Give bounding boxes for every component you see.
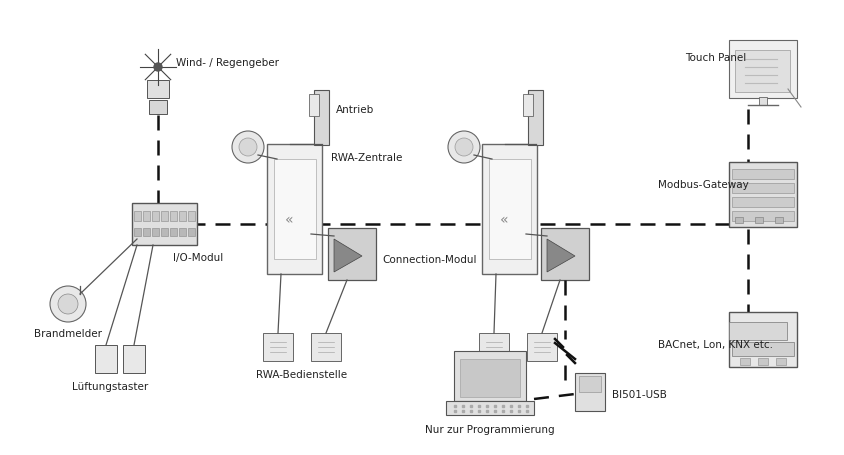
Bar — [731, 197, 793, 207]
Text: Modbus-Gateway: Modbus-Gateway — [657, 180, 748, 190]
Circle shape — [447, 131, 479, 164]
Bar — [188, 212, 195, 222]
Bar — [758, 98, 766, 106]
Bar — [578, 376, 600, 392]
Circle shape — [50, 286, 86, 322]
Circle shape — [58, 294, 78, 314]
Bar — [728, 162, 796, 227]
Bar — [446, 401, 533, 415]
Bar — [774, 217, 782, 223]
Bar — [134, 212, 141, 222]
Text: BACnet, Lon, KNX etc.: BACnet, Lon, KNX etc. — [657, 339, 772, 349]
Bar — [489, 160, 530, 259]
Bar — [179, 212, 187, 222]
Bar — [311, 333, 341, 361]
Bar — [133, 203, 197, 245]
Polygon shape — [333, 239, 361, 273]
Text: «: « — [499, 212, 507, 227]
Bar — [728, 41, 796, 99]
Bar — [134, 228, 141, 237]
Bar — [123, 345, 145, 373]
Circle shape — [154, 64, 162, 72]
Circle shape — [232, 131, 263, 164]
Bar — [479, 333, 508, 361]
Bar — [170, 212, 177, 222]
Bar — [574, 373, 604, 411]
Bar — [327, 228, 376, 280]
Bar — [734, 51, 790, 93]
Bar — [731, 184, 793, 193]
Bar — [179, 228, 187, 237]
Bar — [147, 81, 169, 99]
Text: Nur zur Programmierung: Nur zur Programmierung — [425, 424, 555, 434]
Text: Connection-Modul: Connection-Modul — [381, 254, 476, 264]
Text: Touch Panel: Touch Panel — [684, 53, 745, 63]
Bar — [731, 170, 793, 180]
Bar — [170, 228, 177, 237]
Polygon shape — [546, 239, 574, 273]
Bar — [188, 228, 195, 237]
Bar — [739, 358, 749, 365]
Bar — [143, 228, 150, 237]
Text: Antrieb: Antrieb — [336, 105, 374, 115]
Bar — [728, 322, 786, 340]
Text: «: « — [284, 212, 293, 227]
Circle shape — [454, 139, 473, 157]
Circle shape — [239, 139, 257, 157]
Bar — [273, 160, 316, 259]
Bar — [482, 145, 537, 274]
Text: Lüftungstaster: Lüftungstaster — [72, 381, 148, 391]
Bar — [314, 90, 329, 145]
Bar — [754, 217, 762, 223]
Bar — [268, 145, 322, 274]
Bar — [459, 359, 519, 397]
Bar — [161, 212, 168, 222]
Bar — [731, 342, 793, 356]
Bar — [95, 345, 116, 373]
Bar — [540, 228, 588, 280]
Text: Wind- / Regengeber: Wind- / Regengeber — [176, 58, 279, 68]
Text: Brandmelder: Brandmelder — [34, 328, 102, 338]
Bar — [149, 101, 167, 115]
Bar — [152, 212, 160, 222]
Bar — [775, 358, 785, 365]
Bar — [731, 212, 793, 222]
Bar — [728, 312, 796, 367]
Bar — [161, 228, 168, 237]
Bar — [527, 333, 556, 361]
Bar — [528, 90, 543, 145]
Bar — [143, 212, 150, 222]
Bar — [453, 351, 525, 401]
Bar — [734, 217, 742, 223]
Bar — [152, 228, 160, 237]
Text: I/O-Modul: I/O-Modul — [173, 253, 223, 263]
Text: BI501-USB: BI501-USB — [611, 389, 666, 399]
Text: RWA-Zentrale: RWA-Zentrale — [331, 153, 402, 162]
Bar — [757, 358, 767, 365]
Bar — [262, 333, 293, 361]
Bar — [309, 95, 319, 117]
Text: RWA-Bedienstelle: RWA-Bedienstelle — [256, 369, 347, 379]
Bar — [522, 95, 533, 117]
